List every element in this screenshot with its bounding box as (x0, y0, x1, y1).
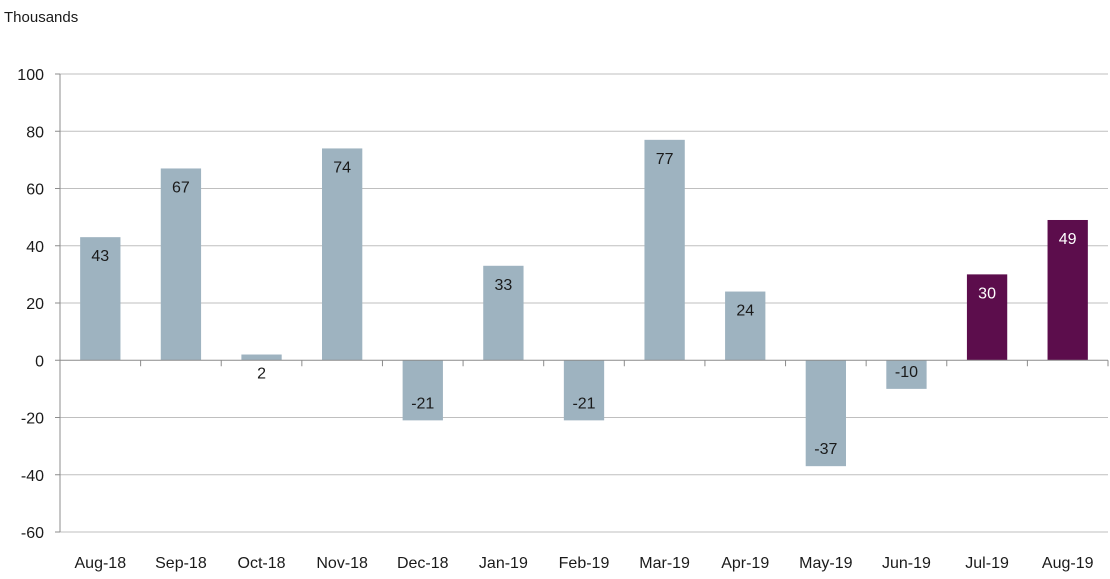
y-tick-labels: -60 -40 -20 0 20 40 60 80 100 (17, 67, 44, 542)
bar (886, 360, 927, 389)
y-axis-label: Thousands (4, 9, 78, 26)
bar (805, 360, 846, 467)
data-label: 33 (494, 277, 512, 294)
bar (322, 148, 363, 361)
x-tick-label: Jul-19 (965, 555, 1009, 572)
data-label: 2 (257, 366, 266, 383)
x-tick-labels: Aug-18 Sep-18 Oct-18 Nov-18 Dec-18 Jan-19 Feb-… (75, 555, 1094, 572)
bar (725, 291, 766, 361)
x-tick-label: Sep-18 (155, 555, 207, 572)
bar (241, 354, 282, 361)
x-tick-label: Aug-18 (75, 555, 127, 572)
y-tick-label: -60 (21, 525, 44, 542)
data-labels: 43 67 2 74 -21 33 -21 77 24 -37 -10 30 49 (91, 151, 1076, 458)
bars (80, 139, 1088, 467)
y-tick-label: 0 (35, 353, 44, 370)
y-tick-label: 80 (26, 124, 44, 141)
x-tick-label: Nov-18 (316, 555, 368, 572)
data-label: 77 (656, 151, 674, 168)
data-label: 74 (333, 159, 351, 176)
data-label: 30 (978, 285, 996, 302)
x-tick-label: Jan-19 (479, 555, 528, 572)
data-label: -10 (895, 364, 918, 381)
y-tick-label: -20 (21, 411, 44, 428)
bar (80, 237, 121, 361)
data-label: 43 (91, 248, 109, 265)
x-tick-label: Jun-19 (882, 555, 931, 572)
x-tick-label: Aug-19 (1042, 555, 1094, 572)
y-tick-label: 100 (17, 67, 44, 84)
gridlines (60, 73, 1108, 533)
bar (483, 265, 524, 361)
y-tick-label: 40 (26, 239, 44, 256)
y-tick-label: -40 (21, 468, 44, 485)
bar (563, 360, 605, 421)
data-label: 24 (736, 303, 754, 320)
x-tick-label: Feb-19 (559, 555, 610, 572)
bar (160, 168, 202, 361)
data-label: -37 (814, 441, 837, 458)
data-label: 67 (172, 179, 190, 196)
data-label: 49 (1059, 231, 1077, 248)
x-tick-label: Dec-18 (397, 555, 449, 572)
x-tick-label: Oct-18 (238, 555, 286, 572)
y-tick-label: 60 (26, 182, 44, 199)
x-tick-label: May-19 (799, 555, 852, 572)
bar (1047, 219, 1088, 361)
y-tick-label: 20 (26, 296, 44, 313)
x-tick-label: Apr-19 (721, 555, 769, 572)
bar (644, 139, 685, 361)
data-label: -21 (572, 395, 595, 412)
bar (402, 360, 443, 421)
x-tick-label: Mar-19 (639, 555, 690, 572)
bar (966, 274, 1008, 361)
data-label: -21 (411, 395, 434, 412)
axes (55, 73, 1109, 533)
